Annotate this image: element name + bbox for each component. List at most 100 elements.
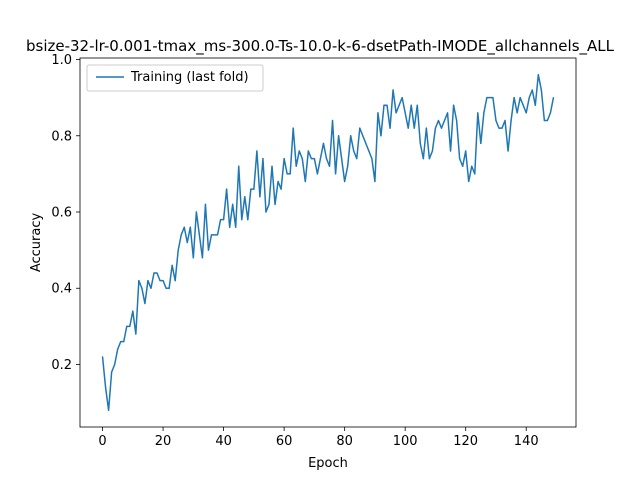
data-point [404,112,406,114]
data-point [549,112,552,114]
x-tick-label: 120 [453,434,478,449]
data-point [244,196,246,198]
plot-frame [79,57,577,428]
chart-title: bsize-32-lr-0.001-tmax_ms-300.0-Ts-10.0-… [26,37,615,56]
data-point [183,226,185,228]
data-point [416,104,418,106]
y-tick-label: 0.4 [51,282,72,297]
x-tick-label: 20 [155,434,172,449]
data-point [108,409,110,411]
y-axis-label: Accuracy [29,213,44,273]
data-point [498,127,500,129]
data-point [192,257,194,259]
x-axis-ticks: 0 20 40 60 80 100 120 140 [98,427,539,449]
data-point [462,165,464,167]
y-axis-ticks: 0.2 0.4 0.6 0.8 1.0 [51,53,80,373]
data-point [283,158,285,160]
data-point [301,158,303,160]
data-point [374,180,376,183]
data-point [207,249,210,251]
data-point [480,142,482,144]
data-point [401,97,403,99]
data-point [449,150,452,152]
data-point [516,112,518,114]
data-point [298,150,300,152]
data-point [341,158,343,160]
data-point [132,310,134,312]
y-tick-label: 0.6 [51,206,72,221]
data-point [271,165,273,167]
data-point [204,203,207,205]
data-point [141,287,143,289]
data-point [189,226,191,228]
data-point [452,104,455,106]
data-point [104,386,107,388]
data-point [531,89,533,91]
data-point [277,180,279,183]
data-point [398,104,400,106]
data-point [250,188,252,190]
data-point [510,119,512,122]
data-point [101,356,104,358]
data-point [159,280,161,282]
data-point [425,127,427,129]
data-point [546,119,549,122]
legend-box [86,64,264,92]
x-tick-label: 140 [514,434,539,449]
data-point [383,104,385,106]
data-point [201,257,204,259]
data-point [126,325,128,327]
data-point [525,112,527,114]
data-point [304,180,306,183]
data-point [325,158,328,160]
data-point [468,180,470,183]
data-point [232,203,234,205]
data-point [380,135,382,137]
x-tick-label: 0 [98,434,106,449]
data-point [386,104,388,106]
data-point [492,97,494,99]
data-point [123,341,125,343]
data-point [210,234,213,236]
data-point [407,127,409,129]
x-tick-label: 80 [336,434,353,449]
data-point [344,180,346,183]
data-point [486,97,488,99]
data-point [437,119,440,122]
data-point [495,119,497,122]
data-point [147,280,149,282]
data-point [422,158,424,160]
data-point [365,142,367,144]
data-point [262,158,264,160]
data-point [319,158,322,160]
data-point [459,158,461,160]
data-point [111,371,113,373]
data-point [213,234,216,236]
data-point [150,287,152,289]
x-tick-label: 60 [276,434,293,449]
data-point [368,150,370,152]
data-point [226,188,228,190]
data-point [501,127,503,129]
data-point [289,173,291,175]
data-point [410,104,412,106]
data-point [129,325,131,327]
data-point [153,272,155,274]
data-point [177,249,179,251]
data-point [328,165,331,167]
data-point [316,173,319,175]
data-point [347,165,349,167]
data-point [247,219,249,221]
data-point [513,97,515,99]
data-point [241,219,243,221]
data-point [114,363,116,366]
data-point [540,89,542,91]
data-point [313,158,315,160]
data-point [543,119,545,122]
data-point [265,211,267,213]
data-point [268,203,270,205]
data-point [253,188,255,190]
data-point [477,112,479,114]
data-point [235,226,237,228]
data-point [322,142,325,144]
